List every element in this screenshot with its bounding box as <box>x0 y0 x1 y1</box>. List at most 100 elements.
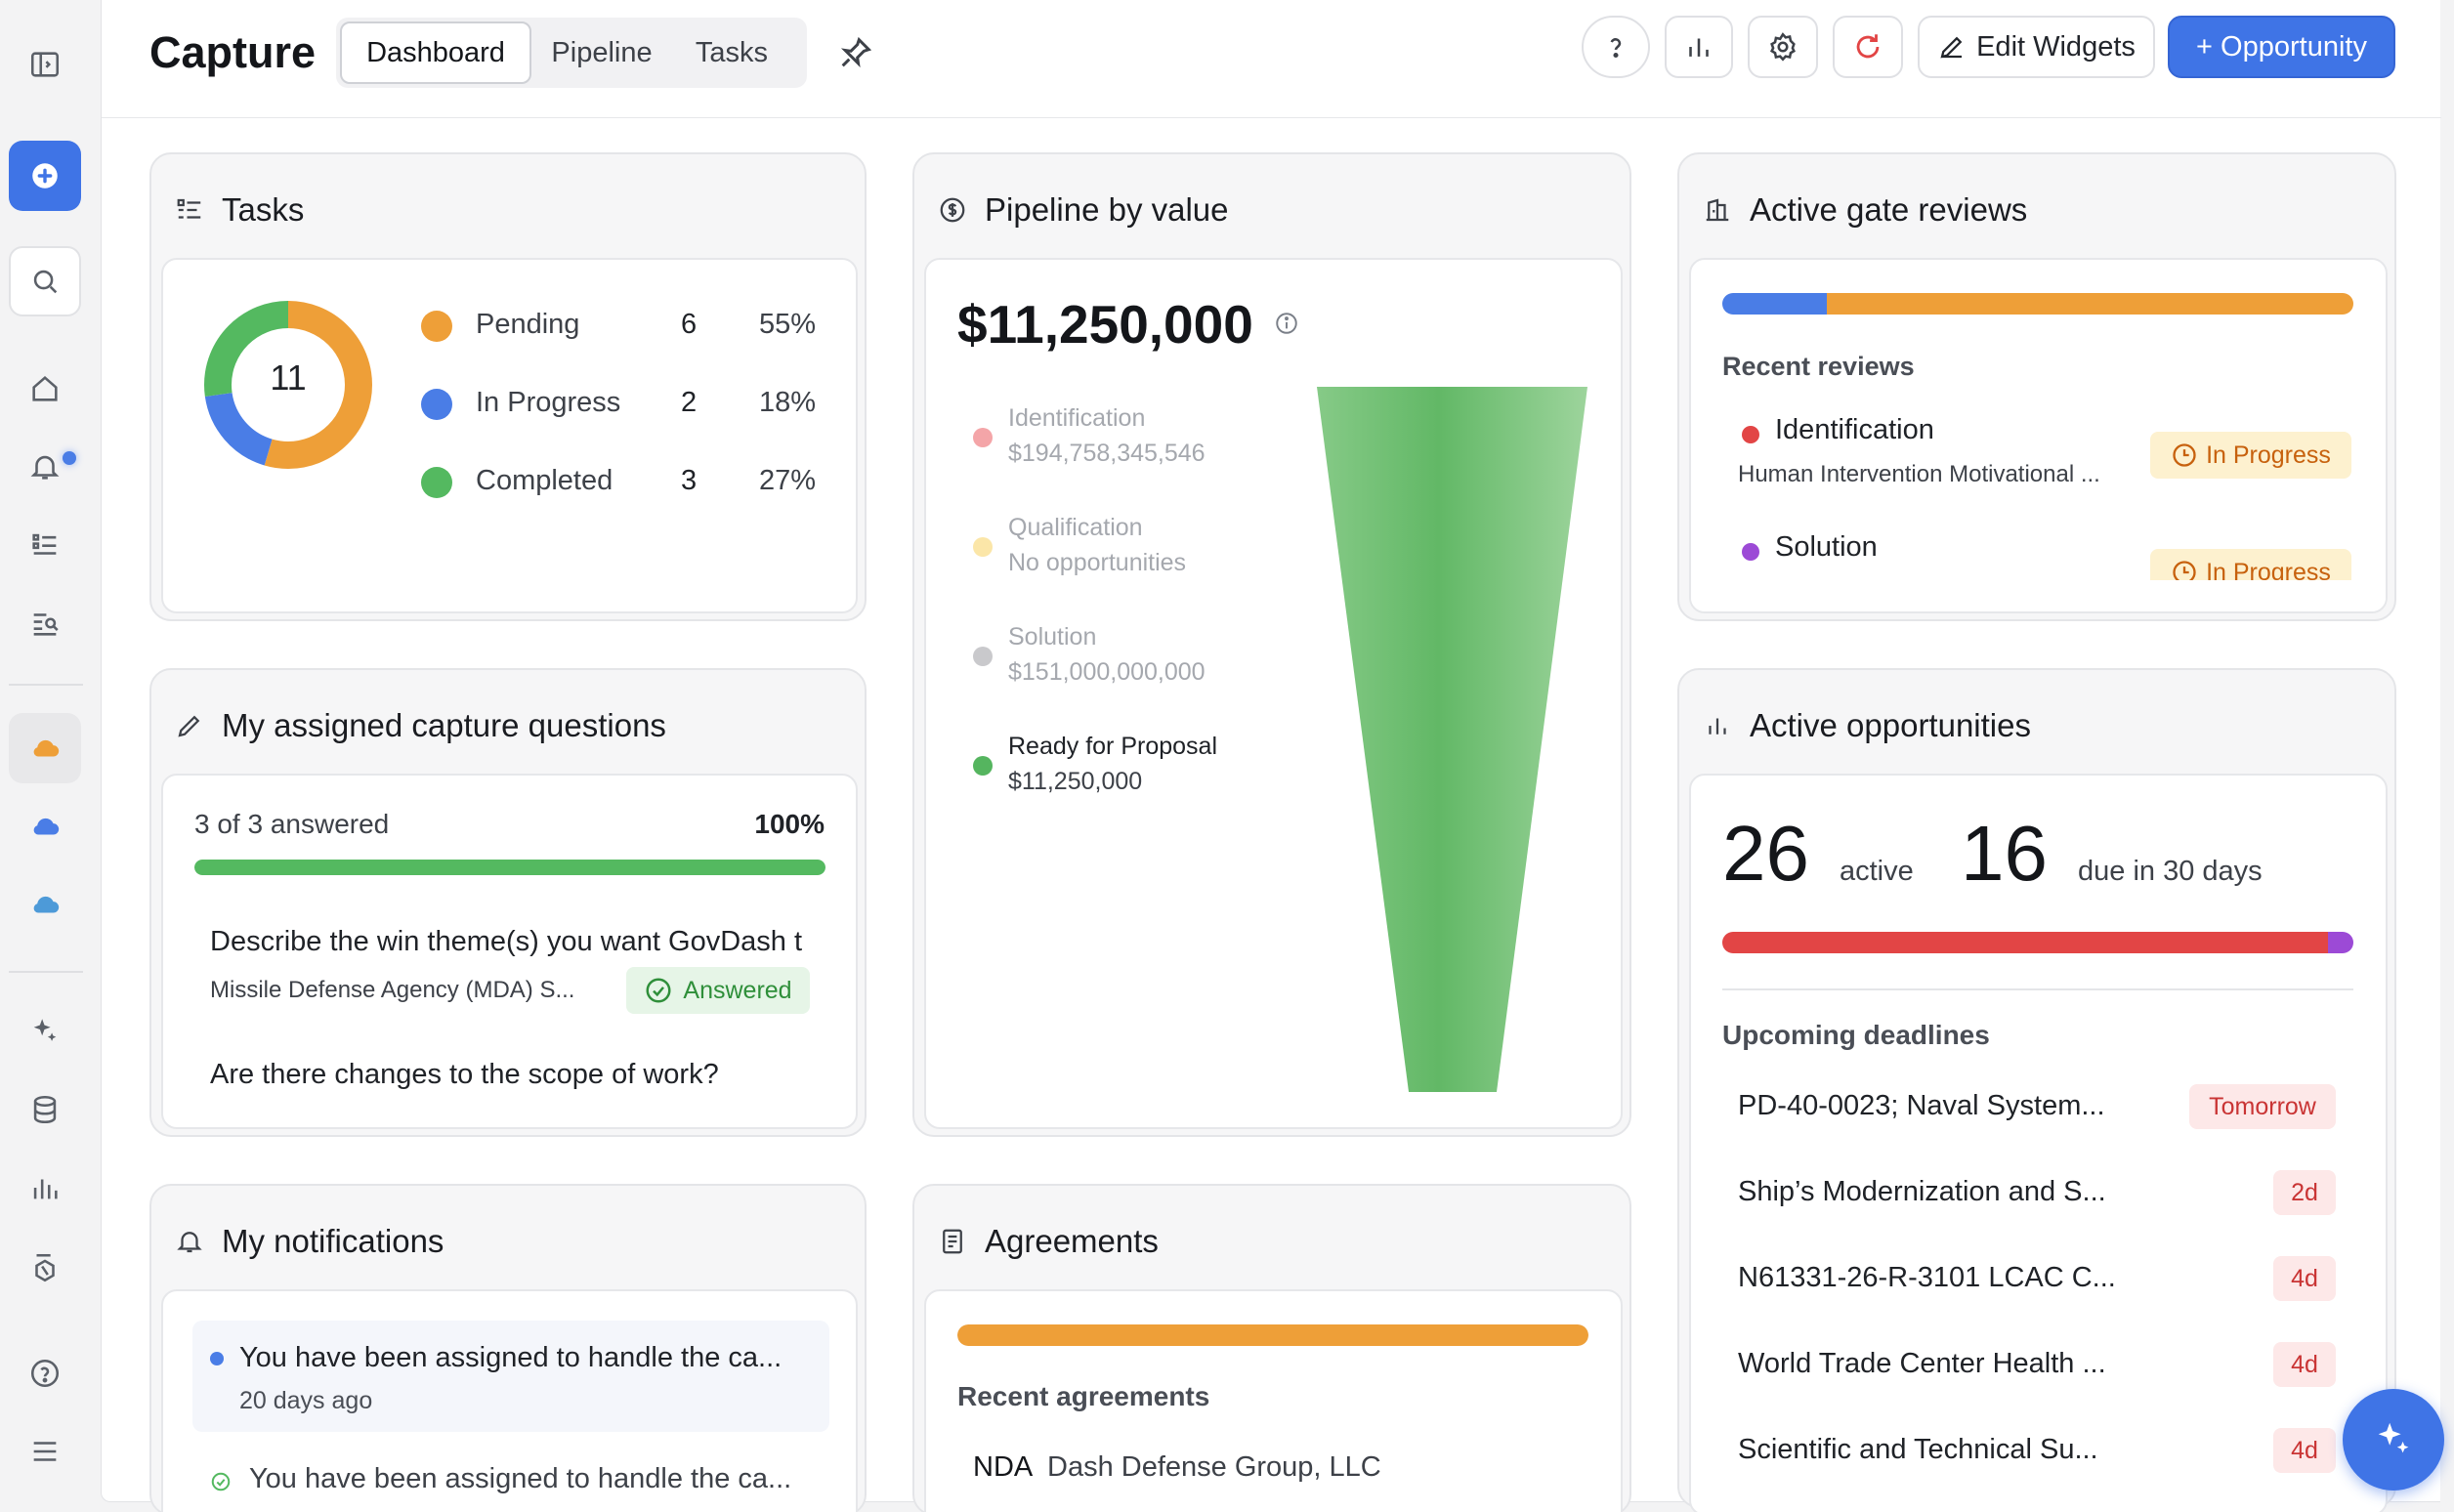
active-opportunities-header: Active opportunities <box>1703 707 2031 744</box>
pencil-icon <box>178 715 200 737</box>
review-name[interactable]: Solution <box>1775 531 1878 563</box>
info-icon[interactable] <box>1274 311 1299 336</box>
divider <box>1722 988 2353 990</box>
gate-reviews-widget-title: Active gate reviews <box>1750 191 2028 228</box>
answered-progress-fill <box>194 860 825 875</box>
gate-progress-bar <box>1722 293 2353 315</box>
ai-assistant-button[interactable] <box>2343 1389 2444 1491</box>
help-button[interactable] <box>1582 16 1650 78</box>
chart-button[interactable] <box>1665 16 1733 78</box>
legend-pct-pending: 55% <box>759 309 817 340</box>
review-name[interactable]: Identification <box>1775 414 1934 445</box>
active-count: 26 <box>1722 810 1809 897</box>
opportunity-progress-purple <box>2328 932 2353 953</box>
unread-dot <box>210 1352 224 1365</box>
funnel-segment-ready-for-proposal[interactable] <box>1317 387 1587 1092</box>
tab-tasks[interactable]: Tasks <box>695 37 769 68</box>
legend-dot-completed <box>421 467 452 498</box>
agreements-progress-track <box>957 1324 1588 1346</box>
sidebar-toggle-icon[interactable] <box>9 29 81 100</box>
tasks-widget-header: Tasks <box>175 191 304 229</box>
refresh-button[interactable] <box>1833 16 1903 78</box>
question-icon <box>1610 38 1622 59</box>
recent-reviews-label: Recent reviews <box>1722 352 1915 381</box>
pipeline-total: $11,250,000 <box>957 294 1253 355</box>
gate-reviews-widget-header: Active gate reviews <box>1703 191 2027 229</box>
agreements-progress-fill <box>957 1324 1588 1346</box>
question-text[interactable]: Are there changes to the scope of work? <box>210 1059 719 1090</box>
stage-dot <box>973 647 993 666</box>
review-status-label: In Progress <box>2206 441 2331 469</box>
stage-value: $11,250,000 <box>1008 768 1143 795</box>
deadline-name[interactable]: N61331-26-R-3101 LCAC C... <box>1738 1262 2116 1293</box>
search-icon[interactable] <box>9 246 81 316</box>
notification-item[interactable]: You have been assigned to handle the ca.… <box>192 1438 829 1512</box>
answered-badge-label: Answered <box>683 976 792 1004</box>
deadline-name[interactable]: Ship’s Modernization and S... <box>1738 1176 2106 1207</box>
search-list-icon[interactable] <box>9 588 81 658</box>
gear-icon <box>1770 32 1796 62</box>
deadline-name[interactable]: PD-40-0023; Naval System... <box>1738 1090 2105 1121</box>
tasks-widget: Tasks 11 Pending 6 55% In Progress 2 <box>149 152 867 621</box>
edit-widgets-button[interactable]: Edit Widgets <box>1918 16 2155 78</box>
review-status-badge: In Progress <box>2150 432 2351 479</box>
refresh-icon <box>1856 34 1880 59</box>
check-circle-icon <box>211 1472 231 1491</box>
tab-dashboard[interactable]: Dashboard <box>340 21 531 84</box>
legend-count-pending: 6 <box>681 309 698 340</box>
help-icon[interactable] <box>9 1338 81 1408</box>
home-icon[interactable] <box>9 354 81 424</box>
main-panel: Capture Dashboard Pipeline Tasks <box>101 0 2441 1512</box>
notification-dot <box>63 451 76 465</box>
bar-chart-icon <box>1689 38 1709 57</box>
deadline-name[interactable]: Scientific and Technical Su... <box>1738 1434 2098 1465</box>
tasks-list-icon[interactable] <box>9 510 81 580</box>
cloud-blue-icon[interactable] <box>9 791 81 861</box>
sparkle-icon[interactable] <box>9 996 81 1067</box>
pipeline-widget-header: Pipeline by value <box>938 191 1229 229</box>
check-circle-icon <box>646 978 671 1003</box>
stage-dot <box>973 428 993 447</box>
question-source: Missile Defense Agency (MDA) S... <box>210 977 575 1003</box>
pipeline-widget-title: Pipeline by value <box>985 191 1229 228</box>
pin-icon[interactable] <box>836 33 875 72</box>
stage-name[interactable]: Solution <box>1008 623 1097 651</box>
database-icon[interactable] <box>9 1074 81 1145</box>
gate-reviews-body: Recent reviews Identification Human Inte… <box>1689 258 2388 613</box>
deadline-name[interactable]: World Trade Center Health ... <box>1738 1348 2106 1379</box>
dollar-circle-icon <box>940 197 965 223</box>
deadline-badge: Tomorrow <box>2189 1084 2336 1129</box>
capture-cloud-icon[interactable] <box>9 713 81 783</box>
stage-name[interactable]: Ready for Proposal <box>1008 733 1218 760</box>
notification-item-unread[interactable]: You have been assigned to handle the ca.… <box>192 1321 829 1432</box>
answered-progress-track <box>194 860 825 875</box>
task-list-icon <box>177 198 201 219</box>
analytics-icon[interactable] <box>9 1153 81 1223</box>
new-opportunity-button[interactable]: + Opportunity <box>2168 16 2395 78</box>
due-count: 16 <box>1961 810 2048 897</box>
stage-value: $194,758,345,546 <box>1008 440 1206 467</box>
page-header: Capture Dashboard Pipeline Tasks <box>102 0 2441 118</box>
stage-name[interactable]: Identification <box>1008 404 1146 432</box>
pipeline-widget: Pipeline by value $11,250,000 Identifica… <box>912 152 1631 1137</box>
create-new-button[interactable] <box>9 141 81 211</box>
tasks-donut-chart <box>204 301 372 469</box>
hexagon-icon[interactable] <box>9 1233 81 1303</box>
stage-name[interactable]: Qualification <box>1008 514 1143 541</box>
tasks-summary: 11 Pending 6 55% In Progress 2 18% Compl… <box>161 258 858 613</box>
tab-pipeline[interactable]: Pipeline <box>551 37 653 68</box>
notifications-body: You have been assigned to handle the ca.… <box>161 1289 858 1512</box>
review-dot <box>1742 543 1759 561</box>
opportunity-progress-red <box>1722 932 2329 953</box>
legend-label-in-progress: In Progress <box>476 387 621 418</box>
question-text[interactable]: Describe the win theme(s) you want GovDa… <box>210 926 803 957</box>
settings-button[interactable] <box>1748 16 1818 78</box>
upcoming-deadlines-label: Upcoming deadlines <box>1722 1020 1990 1050</box>
menu-icon[interactable] <box>9 1416 81 1487</box>
sidebar <box>0 0 101 1512</box>
agreement-party[interactable]: Dash Defense Group, LLC <box>1047 1451 1381 1483</box>
legend-pct-completed: 27% <box>759 465 817 496</box>
bell-icon[interactable] <box>9 432 81 502</box>
stage-dot <box>973 537 993 557</box>
cloud-teal-icon[interactable] <box>9 869 81 940</box>
